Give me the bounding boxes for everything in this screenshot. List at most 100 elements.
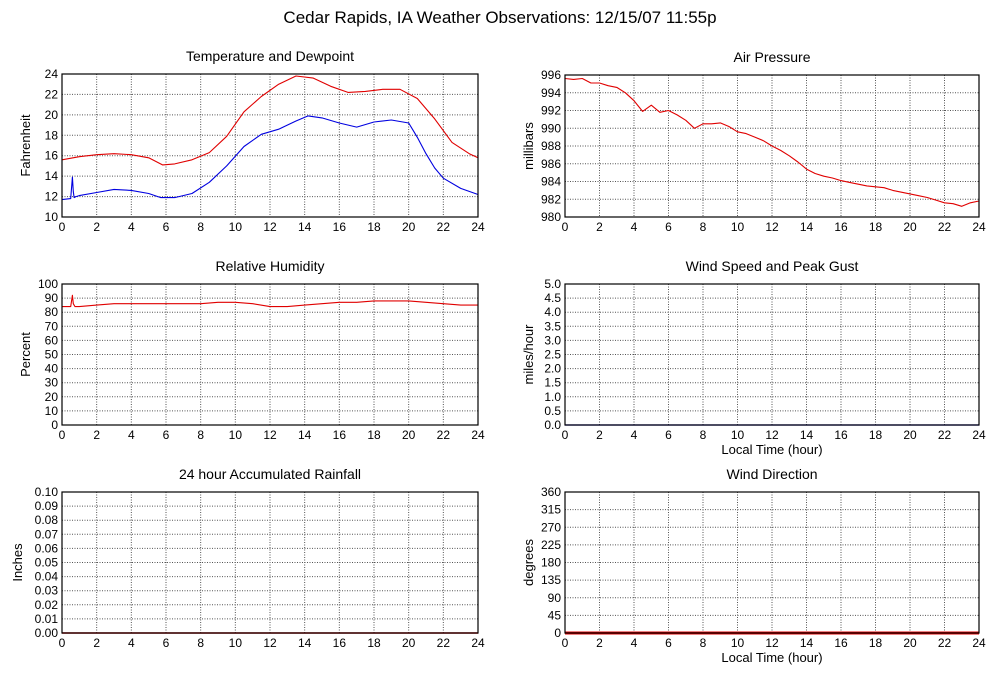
y-tick-label: 50: [45, 348, 59, 362]
series-line-2: [61, 115, 479, 201]
y-tick-label: 20: [45, 108, 59, 122]
x-tick-label: 2: [93, 636, 100, 650]
x-tick-label: 10: [229, 636, 243, 650]
x-tick-label: 16: [834, 220, 848, 234]
y-tick-label: 14: [45, 169, 59, 183]
x-tick-label: 16: [333, 220, 347, 234]
y-tick-label: 0.06: [35, 541, 59, 555]
y-tick-label: 70: [45, 319, 59, 333]
x-tick-label: 12: [765, 636, 779, 650]
y-tick-label: 0.00: [35, 626, 59, 640]
x-tick-label: 24: [471, 636, 485, 650]
y-tick-label: 2.5: [544, 348, 561, 362]
y-tick-label: 360: [541, 485, 561, 499]
x-tick-label: 6: [163, 220, 170, 234]
series-line-1: [564, 77, 980, 207]
y-tick-label: 60: [45, 333, 59, 347]
x-tick-label: 12: [263, 428, 277, 442]
y-axis-label: degrees: [521, 539, 536, 586]
x-tick-label: 4: [631, 636, 638, 650]
y-tick-label: 12: [45, 190, 59, 204]
y-tick-label: 992: [541, 104, 561, 118]
x-tick-label: 16: [333, 428, 347, 442]
x-axis-label: Local Time (hour): [721, 442, 822, 457]
x-tick-label: 2: [596, 428, 603, 442]
x-axis-label: Local Time (hour): [721, 650, 822, 665]
plot-frame: [61, 283, 479, 426]
chart-title: Wind Speed and Peak Gust: [686, 258, 859, 274]
x-tick-label: 4: [128, 636, 135, 650]
x-tick-label: 4: [128, 428, 135, 442]
y-tick-label: 270: [541, 520, 561, 534]
x-tick-label: 14: [298, 428, 312, 442]
x-tick-label: 12: [765, 220, 779, 234]
x-tick-label: 6: [665, 220, 672, 234]
y-tick-label: 4.5: [544, 291, 561, 305]
x-tick-label: 6: [665, 428, 672, 442]
y-tick-label: 0.0: [544, 418, 561, 432]
y-axis-label: Percent: [18, 332, 33, 377]
y-tick-label: 20: [45, 390, 59, 404]
x-tick-label: 2: [596, 636, 603, 650]
y-tick-label: 0.01: [35, 612, 59, 626]
y-tick-label: 10: [45, 404, 59, 418]
plot-frame: [564, 283, 980, 426]
x-tick-label: 16: [333, 636, 347, 650]
x-tick-label: 8: [700, 220, 707, 234]
x-tick-label: 4: [128, 220, 135, 234]
x-tick-label: 20: [402, 428, 416, 442]
y-tick-label: 80: [45, 305, 59, 319]
y-tick-label: 16: [45, 149, 59, 163]
series-line-1: [62, 294, 478, 308]
y-tick-label: 45: [548, 608, 562, 622]
x-tick-label: 24: [471, 220, 485, 234]
y-tick-label: 0.09: [35, 499, 59, 513]
y-tick-label: 225: [541, 538, 561, 552]
y-tick-label: 180: [541, 556, 561, 570]
x-tick-label: 24: [471, 428, 485, 442]
y-tick-label: 0: [554, 626, 561, 640]
y-tick-label: 2.0: [544, 362, 561, 376]
y-tick-label: 996: [541, 68, 561, 82]
x-tick-label: 0: [59, 636, 66, 650]
x-tick-label: 8: [197, 428, 204, 442]
y-tick-label: 0.5: [544, 404, 561, 418]
y-tick-label: 315: [541, 503, 561, 517]
x-tick-label: 6: [665, 636, 672, 650]
y-tick-label: 0.10: [35, 485, 59, 499]
x-tick-label: 10: [731, 220, 745, 234]
y-tick-label: 988: [541, 139, 561, 153]
y-tick-label: 40: [45, 362, 59, 376]
x-tick-label: 14: [800, 428, 814, 442]
x-tick-label: 22: [437, 636, 451, 650]
x-tick-label: 22: [437, 428, 451, 442]
x-tick-label: 0: [59, 220, 66, 234]
x-tick-label: 24: [972, 428, 986, 442]
chart-title: Temperature and Dewpoint: [186, 48, 354, 64]
x-tick-label: 24: [972, 636, 986, 650]
y-tick-label: 0: [51, 418, 58, 432]
y-tick-label: 18: [45, 128, 59, 142]
x-tick-label: 16: [834, 428, 848, 442]
x-tick-label: 4: [631, 428, 638, 442]
plot-frame: [564, 491, 980, 634]
y-tick-label: 994: [541, 86, 561, 100]
x-tick-label: 18: [869, 636, 883, 650]
x-tick-label: 8: [197, 220, 204, 234]
y-tick-label: 135: [541, 573, 561, 587]
x-tick-label: 12: [263, 220, 277, 234]
x-tick-label: 14: [800, 636, 814, 650]
x-tick-label: 10: [229, 428, 243, 442]
x-tick-label: 20: [903, 636, 917, 650]
plot-frame: [61, 491, 479, 634]
chart-title: 24 hour Accumulated Rainfall: [179, 466, 361, 482]
y-tick-label: 30: [45, 376, 59, 390]
x-tick-label: 4: [631, 220, 638, 234]
chart-title: Wind Direction: [726, 466, 817, 482]
